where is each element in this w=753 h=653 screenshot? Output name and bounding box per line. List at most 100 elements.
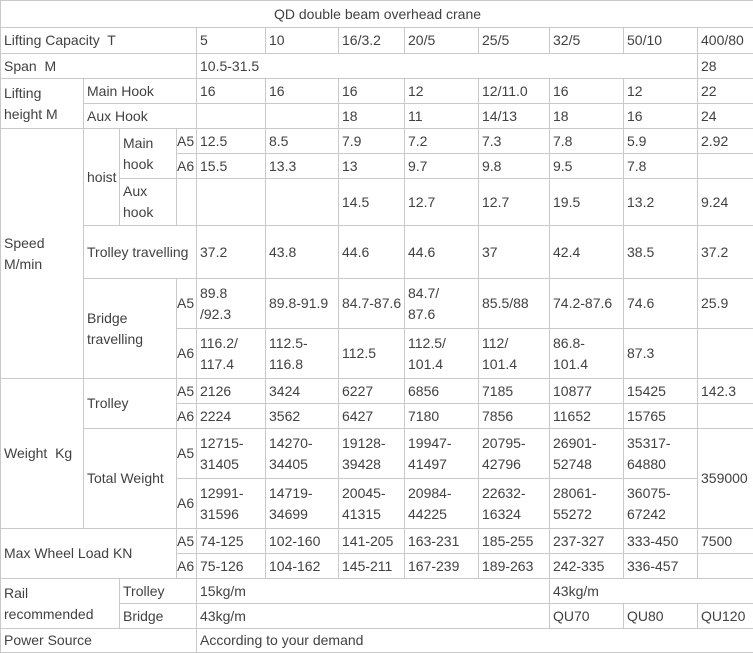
value-cell: 18 <box>550 104 624 129</box>
value-cell: 36075- 67242 <box>624 479 698 529</box>
value-cell: 43.8 <box>266 226 339 279</box>
value-cell: 2.92 <box>698 129 753 154</box>
value-cell: 14270- 34405 <box>266 429 339 479</box>
grade-a5: A5 <box>177 429 197 479</box>
value-cell: 22632- 16324 <box>479 479 550 529</box>
value-cell: 89.8-91.9 <box>266 279 339 329</box>
capacity-col-header: 5 <box>197 28 266 54</box>
value-cell: 15.5 <box>197 154 266 179</box>
value-cell: 84.7/ 87.6 <box>405 279 479 329</box>
rail-trolley-value: 15kg/m <box>197 579 550 604</box>
value-cell: 75-126 <box>197 554 266 579</box>
grade-a6: A6 <box>177 404 197 429</box>
value-cell: 35317- 64880 <box>624 429 698 479</box>
value-cell: 20045- 41315 <box>339 479 405 529</box>
value-cell: 104-162 <box>266 554 339 579</box>
value-cell: 7500 <box>698 529 753 554</box>
value-cell: 12.7 <box>405 179 479 226</box>
value-cell: 15765 <box>624 404 698 429</box>
value-cell: 14.5 <box>339 179 405 226</box>
rail-type-qu70: QU70 <box>550 604 624 629</box>
value-cell: 2224 <box>197 404 266 429</box>
value-cell: 2126 <box>197 379 266 404</box>
value-cell: 112.5 <box>339 329 405 379</box>
rail-type-qu80: QU80 <box>624 604 698 629</box>
value-cell: 116.2/ 117.4 <box>197 329 266 379</box>
value-cell: 112.5/ 101.4 <box>405 329 479 379</box>
value-cell: 16 <box>624 104 698 129</box>
row-label-bridge-travelling: Bridge travelling <box>84 279 177 379</box>
value-cell: 3562 <box>266 404 339 429</box>
grade-a5: A5 <box>177 279 197 329</box>
value-cell: 11652 <box>550 404 624 429</box>
value-cell: 22 <box>698 79 753 104</box>
value-cell: 6856 <box>405 379 479 404</box>
row-label-span: Span M <box>1 54 197 79</box>
value-cell: 87.3 <box>624 329 698 379</box>
row-label-weight-trolley: Trolley <box>84 379 177 429</box>
value-cell: 8.5 <box>266 129 339 154</box>
value-cell: 37 <box>479 226 550 279</box>
row-label-rail-trolley: Trolley <box>120 579 197 604</box>
row-label-speed: Speed M/min <box>1 129 84 379</box>
power-source-value: According to your demand <box>197 629 753 653</box>
row-label-max-wheel-load: Max Wheel Load KN <box>1 529 177 579</box>
value-cell: 13.2 <box>624 179 698 226</box>
row-label-hoist: hoist <box>84 129 120 226</box>
capacity-col-header: 25/5 <box>479 28 550 54</box>
value-cell: 9.5 <box>550 154 624 179</box>
value-cell: 7.2 <box>405 129 479 154</box>
value-cell: 185-255 <box>479 529 550 554</box>
value-cell: 42.4 <box>550 226 624 279</box>
value-cell: 20984- 44225 <box>405 479 479 529</box>
span-value: 28 <box>698 54 753 79</box>
value-cell: 14/13 <box>479 104 550 129</box>
value-cell: 11 <box>405 104 479 129</box>
value-cell <box>698 154 753 179</box>
row-label-main-hook: Main Hook <box>84 79 197 104</box>
rail-trolley-value-right: 43kg/m <box>550 579 753 604</box>
value-cell: 9.7 <box>405 154 479 179</box>
grade-a5: A5 <box>177 129 197 154</box>
value-cell: 38.5 <box>624 226 698 279</box>
row-label-total-weight: Total Weight <box>84 429 177 529</box>
value-cell: 24 <box>698 104 753 129</box>
value-cell: 85.5/88 <box>479 279 550 329</box>
value-cell: 15425 <box>624 379 698 404</box>
value-cell: 14719- 34699 <box>266 479 339 529</box>
value-cell: 16 <box>197 79 266 104</box>
table-row: QD double beam overhead crane <box>1 1 753 28</box>
value-cell: 7.9 <box>339 129 405 154</box>
value-cell: 74.6 <box>624 279 698 329</box>
value-cell: 7.8 <box>550 129 624 154</box>
value-cell: 336-457 <box>624 554 698 579</box>
value-cell: 74.2-87.6 <box>550 279 624 329</box>
span-range-value: 10.5-31.5 <box>197 54 698 79</box>
value-cell <box>698 329 753 379</box>
value-cell: 37.2 <box>197 226 266 279</box>
value-cell <box>266 104 339 129</box>
value-cell: 7.3 <box>479 129 550 154</box>
value-cell: 142.3 <box>698 379 753 404</box>
row-label-aux-hook: Aux Hook <box>84 104 197 129</box>
value-cell: 16 <box>339 79 405 104</box>
value-cell: 10877 <box>550 379 624 404</box>
value-cell: 16 <box>266 79 339 104</box>
capacity-col-header: 20/5 <box>405 28 479 54</box>
value-cell: 7185 <box>479 379 550 404</box>
table-title: QD double beam overhead crane <box>1 1 753 28</box>
value-cell: 16 <box>550 79 624 104</box>
capacity-col-header: 16/3.2 <box>339 28 405 54</box>
row-label-hoist-main-hook: Main hook <box>120 129 177 179</box>
value-cell: 19947- 41497 <box>405 429 479 479</box>
